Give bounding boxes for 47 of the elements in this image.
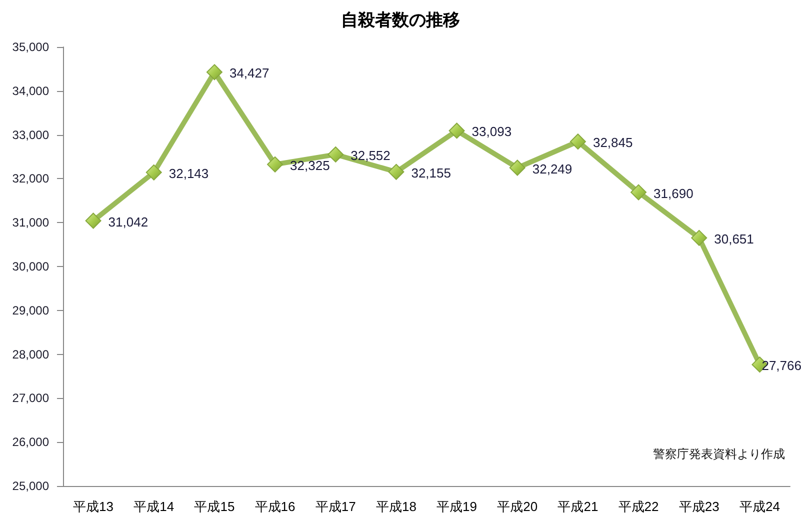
y-tick-label: 34,000: [12, 84, 50, 98]
x-tick-label: 平成21: [558, 499, 598, 514]
x-tick-label: 平成15: [194, 499, 235, 514]
y-tick-label: 28,000: [12, 347, 50, 362]
y-tick-label: 35,000: [12, 40, 50, 54]
y-tick-label: 25,000: [12, 479, 50, 493]
point: [267, 156, 284, 172]
point: [448, 122, 465, 139]
y-tick-label: 31,000: [12, 216, 50, 230]
data-label: 32,325: [290, 158, 330, 173]
y-tick-label: 30,000: [12, 260, 50, 274]
chart-title: 自殺者数の推移: [341, 10, 460, 30]
point: [388, 164, 404, 180]
data-label: 32,845: [592, 135, 633, 150]
point: [85, 212, 102, 229]
data-label: 33,093: [472, 124, 512, 140]
x-tick-label: 平成19: [436, 499, 478, 514]
point: [328, 146, 344, 162]
data-label: 32,143: [168, 166, 209, 181]
x-tick-label: 平成18: [376, 499, 416, 514]
data-label: 31,690: [654, 186, 694, 201]
y-tick-label: 32,000: [12, 172, 50, 186]
x-tick-label: 平成13: [73, 499, 114, 514]
data-label: 32,155: [411, 165, 451, 180]
x-tick-label: 平成16: [254, 499, 296, 514]
data-label: 31,042: [108, 214, 148, 230]
data-label: 34,427: [229, 66, 270, 81]
data-label: 32,552: [350, 148, 390, 163]
data-label: 32,249: [532, 161, 572, 176]
point: [630, 184, 647, 200]
point: [509, 160, 526, 176]
x-tick-label: 平成20: [497, 499, 538, 514]
data-label: 30,651: [714, 231, 754, 246]
x-tick-label: 平成23: [678, 499, 720, 514]
x-tick-label: 平成14: [134, 499, 174, 514]
x-tick-label: 平成17: [315, 499, 356, 514]
x-tick-label: 平成24: [739, 499, 780, 514]
annotation: 警察庁発表資料より作成: [653, 447, 785, 461]
point: [570, 134, 586, 150]
y-tick-label: 33,000: [12, 128, 50, 142]
x-tick-label: 平成22: [618, 499, 659, 514]
y-tick-label: 27,000: [12, 391, 50, 406]
point: [206, 64, 222, 80]
point: [146, 164, 162, 180]
y-tick-label: 29,000: [12, 303, 50, 318]
y-tick-label: 26,000: [12, 435, 50, 450]
point: [691, 230, 708, 246]
